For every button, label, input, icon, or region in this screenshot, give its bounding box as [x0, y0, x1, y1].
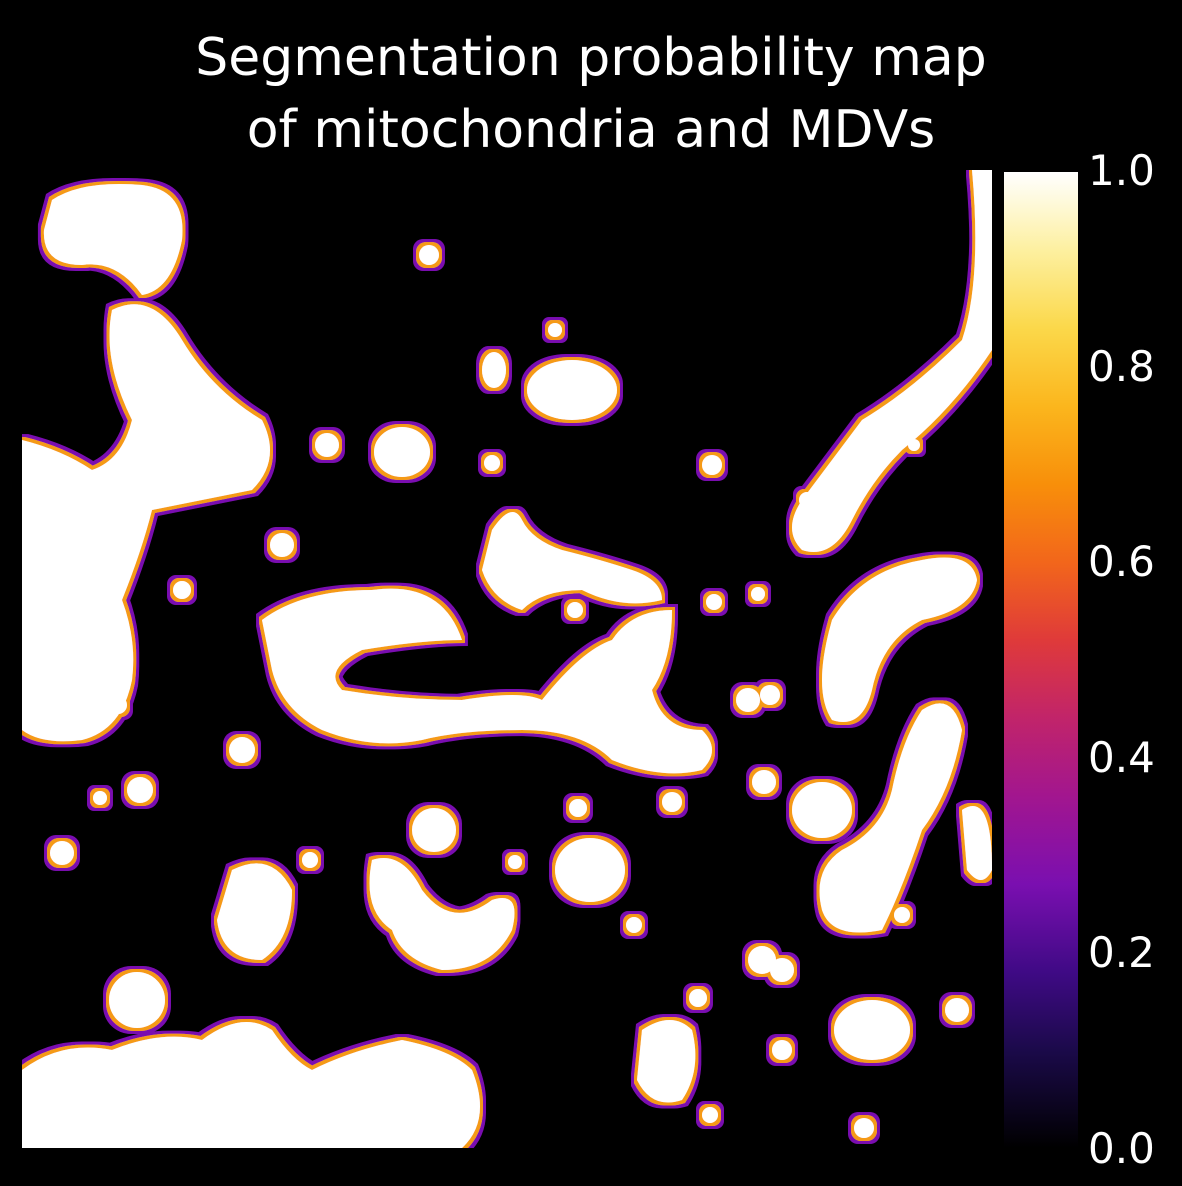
colorbar-tick-label: 0.6 [1088, 537, 1155, 586]
colorbar-tick-label: 0.2 [1088, 928, 1155, 977]
figure-title: Segmentation probability map of mitochon… [0, 22, 1182, 166]
probability-map-graphic [22, 170, 992, 1148]
colorbar-tick-label: 1.0 [1088, 146, 1155, 195]
title-line-2: of mitochondria and MDVs [246, 100, 936, 160]
probability-map-image [22, 170, 992, 1148]
colorbar [1004, 172, 1078, 1148]
segmented-regions [22, 170, 992, 1148]
colorbar-tick-label: 0.4 [1088, 733, 1155, 782]
colorbar-tick-label: 0.8 [1088, 342, 1155, 391]
colorbar-tick-label: 0.0 [1088, 1124, 1155, 1173]
title-line-1: Segmentation probability map [195, 28, 987, 88]
